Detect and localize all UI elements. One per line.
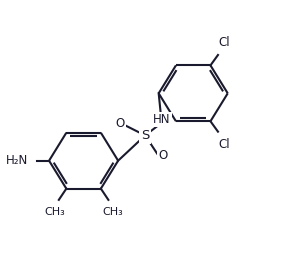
Text: Cl: Cl	[218, 36, 230, 49]
Text: S: S	[141, 129, 149, 142]
Text: H₂N: H₂N	[6, 154, 28, 167]
Text: CH₃: CH₃	[103, 207, 123, 217]
Text: O: O	[116, 117, 125, 130]
Text: CH₃: CH₃	[44, 207, 65, 217]
Text: O: O	[158, 149, 167, 162]
Text: Cl: Cl	[218, 138, 230, 151]
Text: HN: HN	[153, 113, 171, 126]
